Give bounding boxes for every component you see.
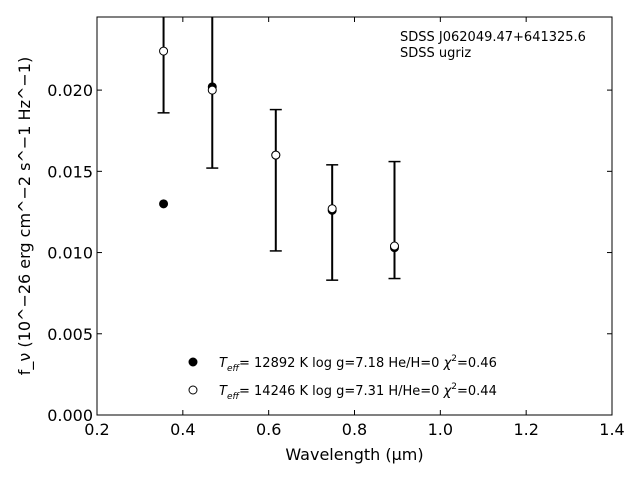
y-tick-label: 0.000 [47, 406, 93, 425]
annotation-photometry-system: SDSS ugriz [400, 46, 471, 61]
error-bars [157, 17, 401, 281]
y-tick-label: 0.015 [47, 162, 93, 181]
y-tick-label: 0.020 [47, 81, 93, 100]
x-tick-label: 0.2 [84, 420, 109, 439]
x-axis-ticks: 0.2 0.4 0.6 0.8 1.0 1.2 1.4 [84, 17, 625, 439]
x-tick-label: 0.6 [256, 420, 281, 439]
annotation-object-name: SDSS J062049.47+641325.6 [400, 30, 586, 45]
x-tick-label: 1.4 [599, 420, 624, 439]
x-tick-label: 1.0 [428, 420, 453, 439]
legend-entry-label: Teff= 14246 K log g=7.31 H/He=0 χ2=0.44 [219, 382, 497, 402]
annotation: SDSS J062049.47+641325.6 SDSS ugriz [400, 30, 586, 61]
model-point-open [327, 204, 337, 214]
model-point-open [271, 150, 281, 160]
model-point-open [159, 46, 169, 56]
model-point-filled [159, 199, 169, 209]
x-tick-label: 0.4 [170, 420, 195, 439]
data-markers [159, 46, 399, 253]
x-tick-label: 1.2 [513, 420, 538, 439]
y-tick-label: 0.010 [47, 244, 93, 263]
y-axis-label: f_ν (10^−26 erg cm^−2 s^−1 Hz^−1) [15, 57, 35, 375]
y-tick-label: 0.005 [47, 325, 93, 344]
model-point-open [389, 241, 399, 251]
model-point-open [207, 85, 217, 95]
y-axis-ticks: 0.000 0.005 0.010 0.015 0.020 [47, 81, 612, 425]
legend-entry-label: Teff= 12892 K log g=7.18 He/H=0 χ2=0.46 [219, 354, 497, 374]
legend-marker-filled [188, 357, 198, 367]
legend: Teff= 12892 K log g=7.18 He/H=0 χ2=0.46 T… [188, 354, 497, 402]
x-axis-label: Wavelength (μm) [285, 445, 423, 464]
plot-area [157, 17, 401, 281]
x-tick-label: 0.8 [342, 420, 367, 439]
legend-marker-open [188, 385, 198, 395]
